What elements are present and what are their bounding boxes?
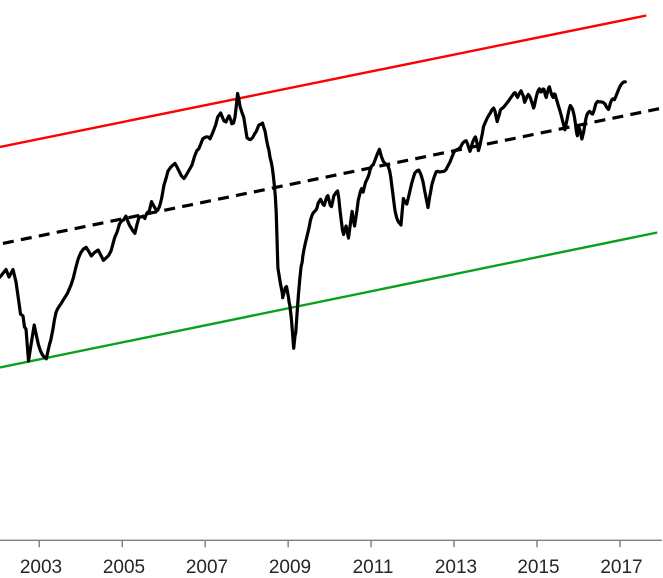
svg-text:2003: 2003 — [20, 557, 62, 578]
svg-text:2017: 2017 — [600, 557, 642, 578]
svg-text:2015: 2015 — [517, 557, 559, 578]
svg-text:2007: 2007 — [186, 557, 228, 578]
svg-text:2009: 2009 — [269, 557, 311, 578]
svg-text:2005: 2005 — [103, 557, 145, 578]
svg-text:2011: 2011 — [353, 557, 394, 578]
svg-text:2013: 2013 — [435, 557, 477, 578]
